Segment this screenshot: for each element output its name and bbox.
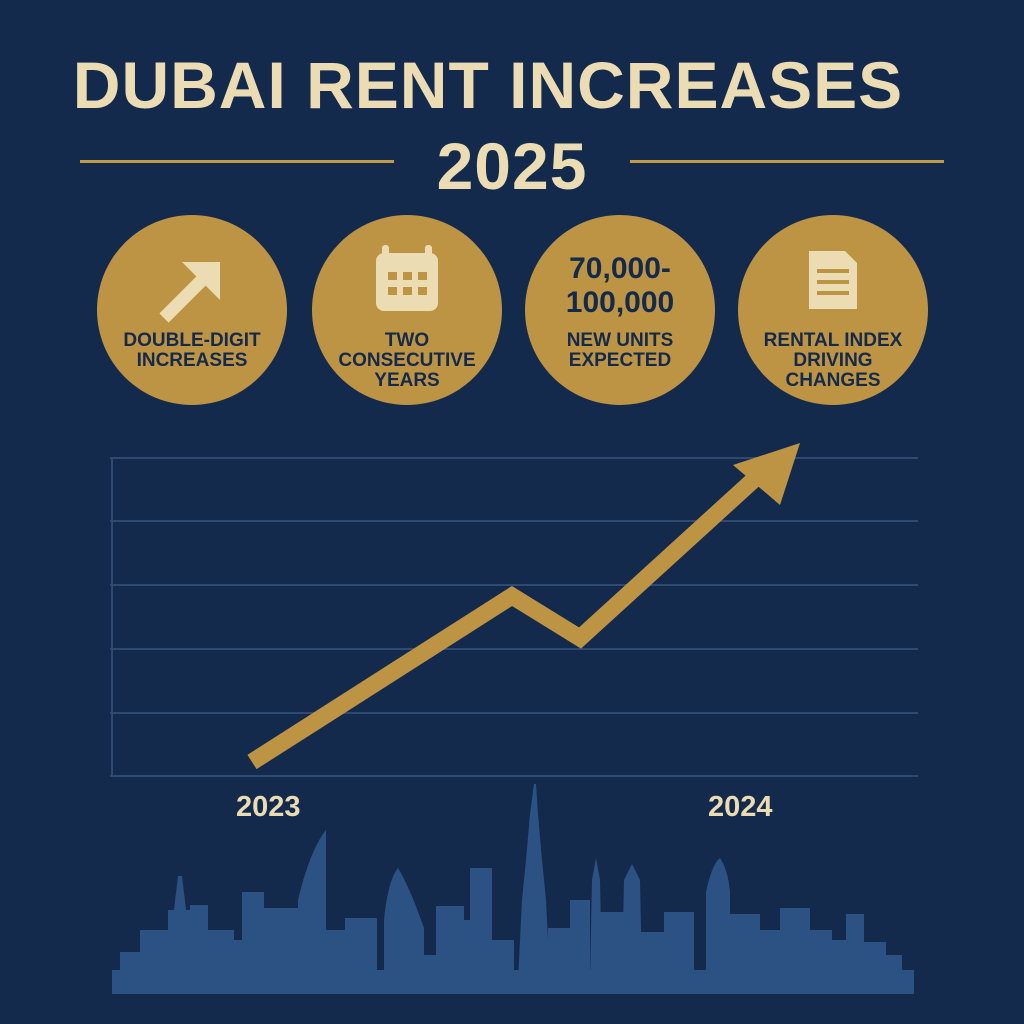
badge-value-line2: 100,000 xyxy=(565,286,675,319)
document-icon xyxy=(809,251,857,309)
badge-label: NEW UNITS EXPECTED xyxy=(566,330,674,371)
divider-right xyxy=(630,160,944,163)
calendar-icon xyxy=(376,245,438,311)
badge-consecutive-years: TWO CONSECUTIVE YEARS xyxy=(312,215,502,405)
badge-label: RENTAL INDEX DRIVING CHANGES xyxy=(763,330,903,391)
badge-value-line1: 70,000- xyxy=(569,252,671,285)
badge-new-units: 70,000- 100,000 NEW UNITS EXPECTED xyxy=(525,215,715,405)
x-tick-label: 2023 xyxy=(236,791,301,823)
badge-label: TWO CONSECUTIVE YEARS xyxy=(338,330,476,391)
x-tick-label: 2024 xyxy=(708,791,773,823)
chart-gridlines xyxy=(110,457,918,777)
divider-left xyxy=(80,160,394,163)
page-title: DUBAI RENT INCREASES xyxy=(72,48,904,122)
title-year: 2025 xyxy=(436,129,588,203)
trend-arrowhead xyxy=(733,443,800,505)
badge-label: DOUBLE-DIGIT INCREASES xyxy=(123,330,261,371)
badge-rental-index: RENTAL INDEX DRIVING CHANGES xyxy=(738,215,928,405)
trend-line xyxy=(247,467,766,770)
badge-double-digit: DOUBLE-DIGIT INCREASES xyxy=(97,215,287,405)
dubai-skyline-illustration xyxy=(112,784,914,994)
arrow-up-right-icon xyxy=(159,262,220,323)
